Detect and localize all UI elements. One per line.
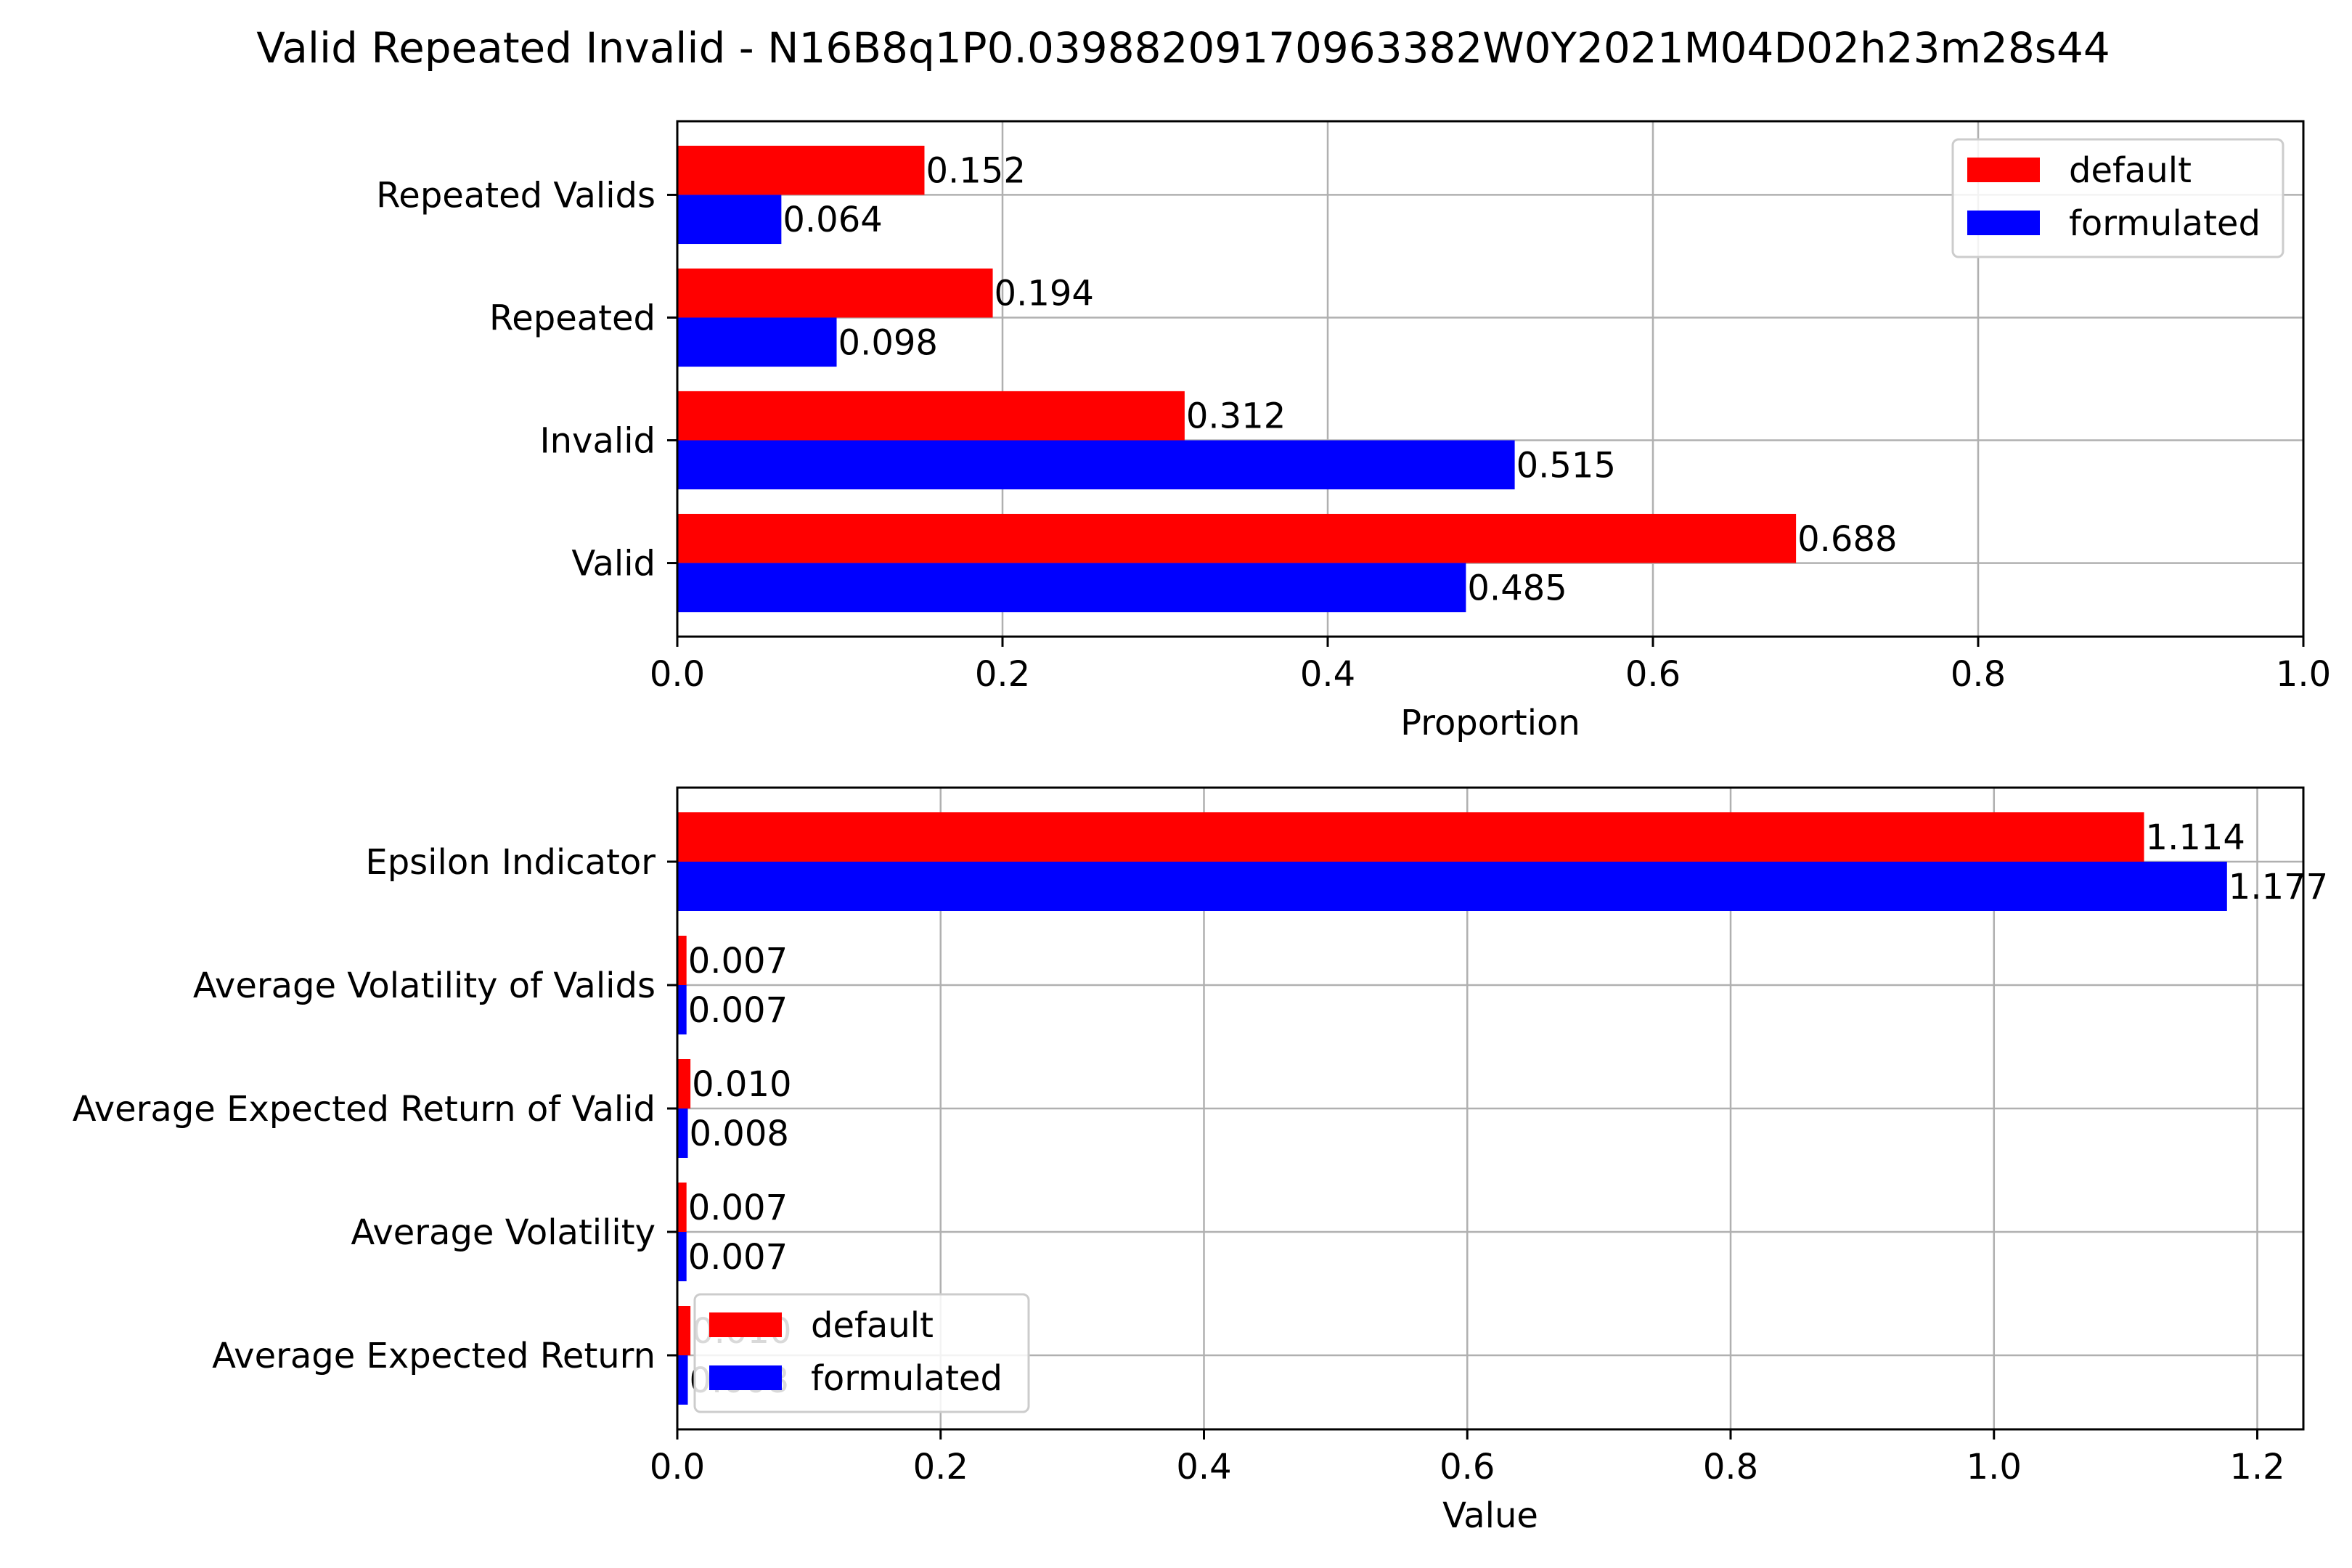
data-label: 1.114 bbox=[2146, 817, 2245, 858]
data-label: 0.007 bbox=[688, 990, 788, 1031]
bar-formulated bbox=[677, 1232, 687, 1281]
legend-label-formulated: formulated bbox=[811, 1358, 1003, 1399]
value-chart: 0.0100.0080.0070.0070.0100.0080.0070.007… bbox=[73, 786, 2328, 1536]
y-tick-label: Invalid bbox=[539, 421, 656, 462]
y-tick-label: Valid bbox=[571, 544, 656, 584]
bar-formulated bbox=[677, 563, 1466, 613]
bar-default bbox=[677, 391, 1185, 441]
data-label: 0.007 bbox=[688, 941, 788, 981]
bar-formulated bbox=[677, 317, 837, 367]
legend-swatch-formulated bbox=[1967, 211, 2040, 235]
legend-label-formulated: formulated bbox=[2069, 203, 2261, 244]
x-tick-label: 0.0 bbox=[650, 1447, 705, 1487]
bar-formulated bbox=[677, 985, 687, 1034]
data-label: 0.152 bbox=[926, 151, 1025, 192]
x-tick-label: 0.8 bbox=[1703, 1447, 1758, 1487]
data-label: 0.007 bbox=[688, 1237, 788, 1278]
x-tick-label: 0.4 bbox=[1176, 1447, 1231, 1487]
data-label: 0.688 bbox=[1797, 519, 1897, 560]
data-label: 0.515 bbox=[1516, 445, 1616, 486]
bar-default bbox=[677, 268, 993, 318]
x-tick-label: 0.0 bbox=[650, 654, 705, 695]
bar-default bbox=[677, 1059, 691, 1108]
data-label: 1.177 bbox=[2229, 867, 2328, 907]
data-label: 0.194 bbox=[995, 274, 1094, 314]
legend-swatch-default bbox=[709, 1312, 782, 1337]
x-tick-label: 1.0 bbox=[2276, 654, 2331, 695]
x-tick-label: 1.2 bbox=[2229, 1447, 2284, 1487]
data-label: 0.010 bbox=[692, 1064, 791, 1105]
legend-swatch-formulated bbox=[709, 1365, 782, 1390]
y-tick-label: Average Expected Return bbox=[212, 1336, 656, 1376]
bar-default bbox=[677, 812, 2144, 862]
legend: default formulated bbox=[693, 1293, 1030, 1413]
x-tick-label: 0.6 bbox=[1625, 654, 1681, 695]
bar-default bbox=[677, 936, 687, 985]
bar-formulated bbox=[677, 440, 1515, 490]
y-tick-label: Repeated Valids bbox=[376, 175, 656, 216]
proportion-chart: 0.688 0.485 0.312 0.515 0.194 0.098 0.152 0.064… bbox=[376, 120, 2331, 743]
data-label: 0.098 bbox=[838, 322, 938, 363]
bar-formulated bbox=[677, 862, 2227, 911]
bar-default bbox=[677, 513, 1797, 563]
x-axis-label: Value bbox=[1442, 1495, 1538, 1536]
data-label: 0.008 bbox=[690, 1114, 789, 1154]
x-tick-label: 0.2 bbox=[913, 1447, 968, 1487]
y-tick-label: Average Volatility bbox=[351, 1212, 656, 1253]
bar-default bbox=[677, 1306, 691, 1355]
bar-formulated bbox=[677, 1355, 688, 1405]
x-tick-label: 0.8 bbox=[1951, 654, 2006, 695]
x-tick-label: 0.4 bbox=[1300, 654, 1355, 695]
legend: default formulated bbox=[1951, 138, 2284, 258]
y-tick-label: Average Volatility of Valids bbox=[193, 965, 656, 1006]
figure-title: Valid Repeated Invalid - N16B8q1P0.03988… bbox=[256, 23, 2110, 73]
data-label: 0.007 bbox=[688, 1188, 788, 1228]
x-axis-label: Proportion bbox=[1400, 703, 1580, 743]
x-tick-label: 1.0 bbox=[1967, 1447, 2022, 1487]
bar-default bbox=[677, 145, 925, 195]
y-tick-label: Epsilon Indicator bbox=[365, 842, 656, 883]
bar-formulated bbox=[677, 195, 782, 245]
x-tick-label: 0.2 bbox=[975, 654, 1030, 695]
y-tick-label: Repeated bbox=[489, 298, 656, 338]
data-label: 0.064 bbox=[783, 200, 882, 240]
axes-frame bbox=[676, 120, 2305, 638]
bar-formulated bbox=[677, 1108, 688, 1158]
legend-swatch-default bbox=[1967, 158, 2040, 182]
data-label: 0.485 bbox=[1467, 568, 1567, 608]
data-label: 0.312 bbox=[1186, 396, 1286, 437]
bar-default bbox=[677, 1183, 687, 1232]
x-tick-label: 0.6 bbox=[1440, 1447, 1495, 1487]
legend-label-default: default bbox=[2069, 150, 2192, 191]
legend-label-default: default bbox=[811, 1305, 934, 1346]
y-tick-label: Average Expected Return of Valid bbox=[73, 1089, 656, 1130]
